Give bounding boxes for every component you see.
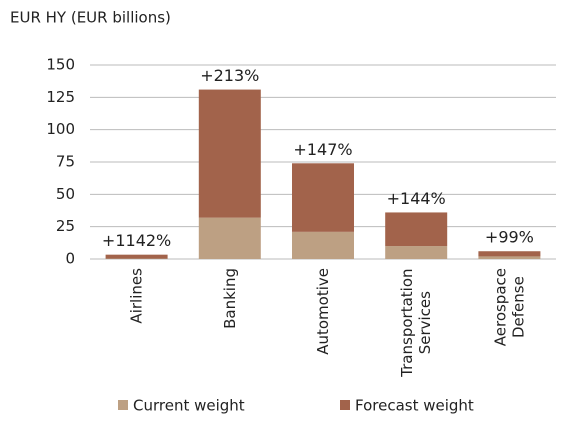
bar-segment (478, 251, 541, 257)
y-tick-label: 0 (65, 250, 75, 268)
bar-segment (385, 212, 448, 247)
y-tick-label: 25 (56, 217, 75, 235)
legend-label: Current weight (133, 397, 245, 415)
bar-segment (292, 163, 354, 232)
y-tick-label: 100 (46, 120, 75, 138)
bar-segment (105, 254, 168, 259)
bar-segment (478, 256, 541, 259)
y-tick-label: 125 (46, 88, 75, 106)
legend-swatch (340, 400, 350, 410)
y-tick-label: 150 (46, 56, 75, 74)
bar-annotation: +144% (387, 189, 446, 208)
x-tick-label: TransportationServices (398, 269, 434, 378)
bar-annotation: +1142% (102, 231, 171, 250)
y-tick-label: 50 (56, 185, 75, 203)
bar-segment (385, 246, 448, 259)
bar-annotation: +147% (293, 140, 352, 159)
x-tick-label: Banking (220, 268, 238, 329)
legend-label: Forecast weight (355, 397, 474, 415)
bar-annotation: +213% (200, 66, 259, 85)
bar-segment (292, 231, 354, 259)
bar-annotation: +99% (485, 228, 534, 247)
chart-title: EUR HY (EUR billions) (10, 9, 171, 27)
x-tick-label: AerospaceDefense (491, 268, 527, 346)
x-tick-label: Airlines (127, 268, 145, 324)
y-tick-label: 75 (56, 153, 75, 171)
bar-segment (198, 89, 261, 218)
legend-swatch (118, 400, 128, 410)
bar-segment (198, 217, 261, 259)
x-tick-label: Automotive (314, 268, 332, 355)
